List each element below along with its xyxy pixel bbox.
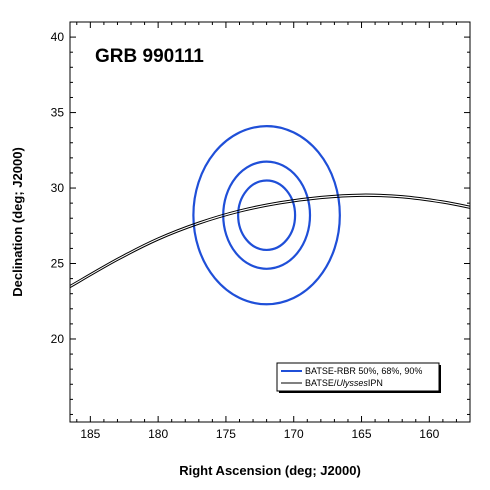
rbr-contour-2 — [192, 125, 341, 306]
y-tick-label: 20 — [51, 332, 65, 346]
y-axis-title: Declination (deg; J2000) — [10, 147, 25, 297]
chart-title: GRB 990111 — [95, 46, 204, 67]
legend-label-ipn-suffix: IPN — [368, 378, 383, 388]
ipn-annulus-line-0 — [70, 193, 470, 286]
legend-box — [276, 362, 440, 392]
x-tick-label: 160 — [419, 427, 439, 441]
legend: BATSE-RBR 50%, 68%, 90% BATSE/UlyssesIPN — [276, 362, 441, 393]
legend-label-rbr: BATSE-RBR 50%, 68%, 90% — [305, 366, 422, 376]
y-tick-label: 40 — [51, 30, 65, 44]
rbr-contour-1 — [222, 160, 312, 270]
y-tick-label: 25 — [51, 257, 65, 271]
x-tick-label: 175 — [216, 427, 236, 441]
plot-marks — [70, 125, 470, 306]
axis-ticks — [70, 21, 471, 422]
legend-label-ipn-prefix: BATSE/ — [305, 378, 337, 388]
x-tick-label: 185 — [80, 427, 100, 441]
y-tick-label: 30 — [51, 181, 65, 195]
legend-box-shadow-bottom — [279, 391, 441, 393]
legend-label-ipn-italic: Ulysses — [336, 378, 368, 388]
legend-box-shadow-right — [439, 365, 441, 393]
tick-labels: 185 180 175 170 165 160 20 25 30 35 40 — [51, 30, 440, 441]
rbr-contour-0 — [237, 179, 297, 252]
x-tick-label: 165 — [352, 427, 372, 441]
plot-frame — [69, 21, 471, 423]
x-axis-title: Right Ascension (deg; J2000) — [179, 463, 361, 478]
x-tick-label: 170 — [284, 427, 304, 441]
y-tick-label: 35 — [51, 106, 65, 120]
legend-label-ipn: BATSE/UlyssesIPN — [305, 378, 383, 388]
ipn-annulus-line-1 — [70, 195, 470, 289]
x-tick-label: 180 — [148, 427, 168, 441]
